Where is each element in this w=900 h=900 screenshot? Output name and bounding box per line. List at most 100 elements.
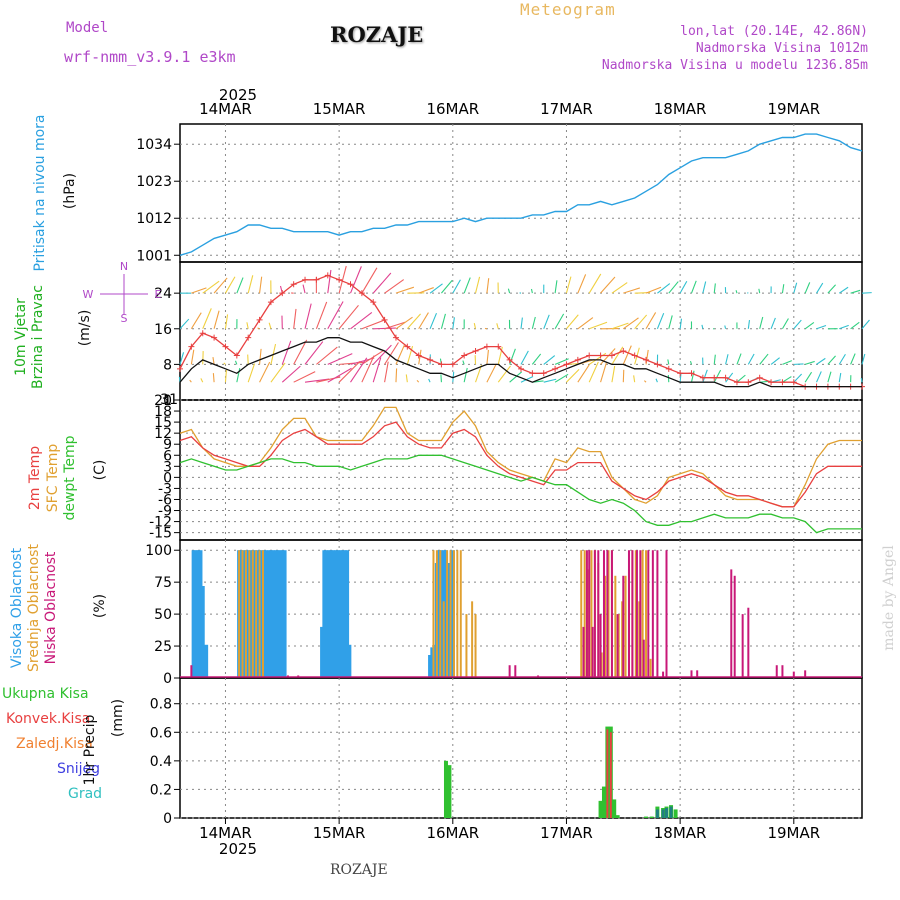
cloud-bar-niska — [627, 550, 630, 677]
precip-hail-bar — [664, 808, 668, 818]
cloud-bar-visoka — [264, 550, 269, 677]
cloud-bar-visoka — [446, 563, 451, 677]
wind-barb — [827, 355, 836, 365]
ytick-label: -9 — [158, 504, 172, 520]
wind-barb — [234, 360, 238, 365]
wind-barb — [566, 314, 579, 330]
ytick-label: -15 — [149, 526, 172, 542]
wind-barb — [463, 367, 468, 383]
t2m-line — [179, 421, 862, 508]
wind-barb — [838, 286, 849, 294]
wind-barb — [224, 314, 229, 329]
wind-barb — [304, 341, 324, 365]
wind-barb — [293, 339, 308, 365]
gust-marker — [688, 370, 695, 377]
wind-barb — [327, 269, 332, 294]
wind-barb — [200, 378, 204, 383]
cloud-bar-visoka — [200, 586, 205, 677]
gust-marker — [586, 352, 593, 359]
cloud-bar-visoka — [191, 550, 196, 677]
model-name: wrf-nmm_v3.9.1 e3km — [64, 48, 236, 66]
cloud-bar-niska — [792, 671, 795, 677]
cloud-bar-visoka — [345, 550, 350, 677]
cloud-bar-niska — [781, 665, 784, 677]
cloud-bar-srednja — [241, 550, 244, 677]
cloud-bar-visoka — [271, 550, 276, 677]
wind-barb — [679, 372, 682, 383]
wind-barb — [735, 290, 738, 294]
wind-barb — [645, 286, 662, 294]
wind-barb — [520, 376, 534, 383]
cloud-bar-visoka — [331, 550, 336, 677]
wind-barb — [473, 323, 477, 329]
wind-barb — [452, 317, 455, 329]
wind-barb — [257, 327, 260, 330]
compass-e: E — [155, 288, 162, 301]
wind-barb — [212, 357, 215, 365]
wind-barb — [736, 374, 746, 383]
wind-barb — [781, 318, 789, 330]
wind-barb — [611, 282, 628, 294]
wind-barb — [816, 324, 827, 330]
wind-barb — [440, 313, 446, 329]
cloud-bar-visoka — [335, 550, 340, 677]
gust-marker — [461, 352, 468, 359]
wind-barb — [281, 365, 301, 383]
bottom-date-label: 18MAR — [654, 824, 707, 842]
cloud-bar-niska — [593, 550, 596, 677]
precip-hail-bar — [661, 809, 665, 818]
gust-marker — [324, 272, 331, 279]
cloud-bar-visoka — [275, 550, 280, 677]
cloud-bar-srednja — [607, 550, 610, 677]
wind-barb — [395, 316, 413, 330]
cloud-bar-srednja — [449, 550, 452, 677]
gust-marker — [256, 316, 263, 323]
wind-barb — [395, 368, 398, 383]
wind-barb — [793, 373, 803, 383]
gust-marker — [677, 370, 684, 377]
gust-marker — [222, 343, 229, 350]
wind-barb — [611, 346, 624, 365]
wind-barb — [338, 304, 359, 330]
wind-barb — [861, 292, 872, 294]
wind-barb — [736, 353, 742, 365]
gust-marker — [540, 370, 547, 377]
wind-barb — [293, 308, 297, 329]
gust-marker — [211, 334, 218, 341]
wind-barb — [668, 315, 673, 329]
wind-barb — [395, 286, 415, 294]
cloud-bar-visoka — [333, 550, 338, 677]
gust-marker — [370, 299, 377, 306]
cloud-bar-visoka — [320, 626, 325, 677]
wind-barb — [236, 277, 244, 294]
ytick-label: 1012 — [136, 211, 172, 227]
cloud-bar-visoka — [430, 647, 435, 677]
wind-barb — [202, 308, 212, 329]
ytick-label: 0.4 — [150, 754, 172, 770]
wind-barb — [793, 282, 798, 294]
wind-barb — [816, 371, 822, 383]
precip-total-bar — [443, 760, 448, 818]
wind-barb — [566, 368, 580, 383]
page-title: ROZAJE — [330, 22, 424, 47]
gust-marker — [790, 379, 797, 386]
wind-barb — [405, 374, 408, 383]
gust-marker — [233, 352, 240, 359]
gust-marker — [427, 356, 434, 363]
precip-conv-bar — [609, 732, 612, 818]
gust-marker — [495, 343, 502, 350]
wind-barb — [462, 360, 465, 365]
wind-barb — [747, 319, 751, 329]
gust-marker — [279, 290, 286, 297]
gust-marker — [404, 343, 411, 350]
cloud-bar-niska — [508, 665, 511, 677]
cloud-bar-visoka — [326, 550, 331, 677]
cloud-bar-srednja — [580, 550, 583, 677]
cloud-bar-visoka — [432, 644, 437, 677]
bottom-date-label: 14MAR — [199, 824, 252, 842]
wind-barb — [475, 364, 483, 383]
cloud-bar-visoka — [204, 644, 209, 677]
cloud-bar-visoka — [273, 550, 278, 677]
